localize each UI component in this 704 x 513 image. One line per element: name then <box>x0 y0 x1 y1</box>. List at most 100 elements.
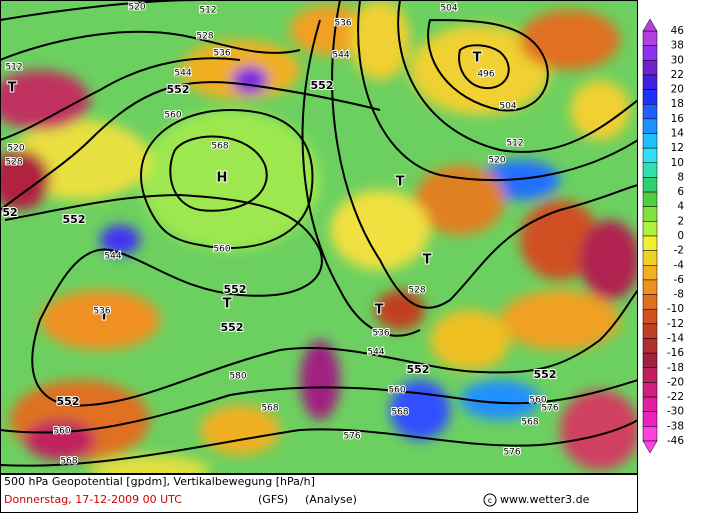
pressure-center: T <box>375 303 384 318</box>
legend-label: 10 <box>671 157 684 169</box>
contour-label: 536 <box>334 19 351 29</box>
legend-label: -8 <box>674 289 684 301</box>
contour-label: 552 <box>57 395 80 408</box>
contour-label: 560 <box>388 386 405 396</box>
contour-label: 528 <box>196 32 213 42</box>
legend-label: -22 <box>667 391 684 403</box>
legend-label: -18 <box>667 362 684 374</box>
legend-swatch <box>642 191 658 207</box>
legend-swatch <box>642 279 658 295</box>
copyright-icon <box>483 493 497 507</box>
legend-swatch <box>642 426 658 442</box>
contour-label: 560 <box>53 427 70 437</box>
contour-label: 520 <box>488 156 505 166</box>
contour-label: 544 <box>104 252 121 262</box>
legend-label: -46 <box>667 435 684 447</box>
contour-label: 552 <box>63 213 86 226</box>
contour-label: 512 <box>506 139 523 149</box>
legend-label: 38 <box>671 40 684 52</box>
contour-label: 552 <box>407 363 430 376</box>
contour-label: 576 <box>541 404 558 414</box>
legend-swatch <box>642 411 658 427</box>
pressure-center: T <box>223 297 232 312</box>
contour-label: 528 <box>5 158 22 168</box>
legend-label: -2 <box>674 245 684 257</box>
legend-label: -20 <box>667 376 684 388</box>
legend-swatch <box>642 235 658 251</box>
contour-label: 520 <box>128 3 145 13</box>
contour-label: 568 <box>60 457 77 467</box>
legend-swatch <box>642 265 658 281</box>
legend-swatch <box>642 74 658 90</box>
legend-label: -38 <box>667 420 684 432</box>
legend-swatch <box>642 382 658 398</box>
contour-label: 560 <box>213 245 230 255</box>
legend-label: 0 <box>677 230 684 242</box>
legend-label: 6 <box>677 186 684 198</box>
footer-box <box>0 474 638 513</box>
contour-label: 544 <box>332 51 349 61</box>
legend-label: 16 <box>671 113 685 125</box>
contour-label: 568 <box>391 408 408 418</box>
legend-label: 4 <box>677 201 684 213</box>
legend-label: -4 <box>674 259 685 271</box>
map-field <box>0 0 638 474</box>
legend-label: 14 <box>671 128 685 140</box>
contour-label: 504 <box>440 4 457 14</box>
legend-swatch <box>642 45 658 61</box>
pressure-center: H <box>217 171 228 186</box>
contour-label: 536 <box>213 49 230 59</box>
legend-label: -10 <box>667 303 684 315</box>
legend-label: 12 <box>671 142 684 154</box>
contour-label: 520 <box>7 144 24 154</box>
contour-label: 552 <box>534 368 557 381</box>
legend-swatch <box>642 352 658 369</box>
legend-label: -12 <box>667 318 684 330</box>
copyright-icon-c: c <box>488 496 492 505</box>
legend-label: 22 <box>671 69 684 81</box>
contour-label: 560 <box>529 396 546 406</box>
contour-label: 552 <box>167 83 190 96</box>
legend-label: 18 <box>671 98 684 110</box>
contour-label: 552 <box>221 321 244 334</box>
contour-label: 536 <box>93 307 110 317</box>
legend-swatch <box>642 367 658 383</box>
legend-swatch <box>642 206 658 222</box>
legend-label: -30 <box>667 406 684 418</box>
legend-swatch <box>642 30 658 46</box>
legend-arrow-bottom <box>642 440 658 454</box>
legend-swatch <box>642 103 658 120</box>
pressure-center: T <box>396 175 405 190</box>
legend-arrow-top <box>642 18 658 32</box>
contour-label: 552 <box>224 283 247 296</box>
legend-swatch <box>642 89 658 105</box>
footer-model: (GFS) <box>258 493 288 506</box>
contour-label: 504 <box>499 102 516 112</box>
contour-label: 512 <box>199 6 216 16</box>
contour-label: 52 <box>2 206 17 219</box>
legend-swatch <box>642 323 658 339</box>
footer-copyright: www.wetter3.de <box>500 493 590 506</box>
map-frame <box>0 0 638 474</box>
pressure-center: T <box>8 81 17 96</box>
contour-label: 568 <box>211 142 228 152</box>
legend-label: 46 <box>671 25 685 37</box>
legend-label: 2 <box>677 215 684 227</box>
legend-label: 30 <box>671 54 684 66</box>
footer-run: (Analyse) <box>305 493 357 506</box>
legend-label: -6 <box>674 274 685 286</box>
legend-swatch <box>642 221 658 237</box>
contour-label: 544 <box>174 69 191 79</box>
legend-label: 20 <box>671 84 684 96</box>
legend: 4638302220181614121086420-2-4-6-8-10-12-… <box>642 18 685 454</box>
footer-title: 500 hPa Geopotential [gpdm], Vertikalbew… <box>4 475 315 488</box>
legend-swatch <box>642 294 658 310</box>
pressure-center: T <box>100 309 109 324</box>
contour-label: 496 <box>477 70 494 80</box>
legend-swatch <box>642 162 658 178</box>
contour-label: 560 <box>164 111 181 121</box>
contour-label: 568 <box>521 418 538 428</box>
legend-label: 8 <box>677 171 684 183</box>
